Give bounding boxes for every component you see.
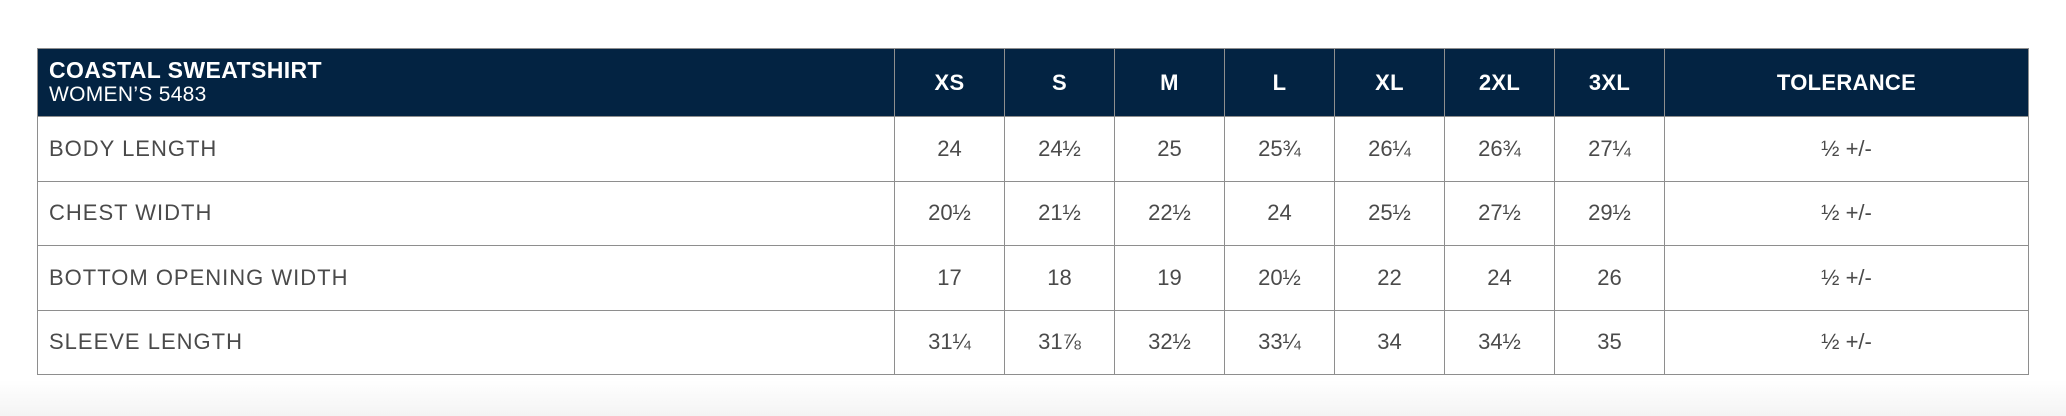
table-row-chest-width: CHEST WIDTH 20½ 21½ 22½ 24 25½ 27½ 29½ ½… bbox=[37, 180, 2029, 246]
cell-3xl: 26 bbox=[1554, 245, 1665, 311]
cell-2xl: 26¾ bbox=[1444, 116, 1555, 182]
cell-l: 20½ bbox=[1224, 245, 1335, 311]
cell-3xl: 27¼ bbox=[1554, 116, 1665, 182]
cell-3xl: 29½ bbox=[1554, 180, 1665, 246]
cell-xl: 22 bbox=[1334, 245, 1445, 311]
column-header-m: M bbox=[1114, 48, 1225, 117]
cell-xs: 17 bbox=[894, 245, 1005, 311]
cell-tolerance: ½ +/- bbox=[1664, 116, 2029, 182]
cell-xl: 25½ bbox=[1334, 180, 1445, 246]
cell-3xl: 35 bbox=[1554, 309, 1665, 375]
cell-m: 25 bbox=[1114, 116, 1225, 182]
cell-2xl: 27½ bbox=[1444, 180, 1555, 246]
column-header-2xl: 2XL bbox=[1444, 48, 1555, 117]
column-header-xs: XS bbox=[894, 48, 1005, 117]
cell-xl: 34 bbox=[1334, 309, 1445, 375]
table-row-sleeve-length: SLEEVE LENGTH 31¼ 31⅞ 32½ 33¼ 34 34½ 35 … bbox=[37, 309, 2029, 375]
cell-l: 33¼ bbox=[1224, 309, 1335, 375]
column-header-3xl: 3XL bbox=[1554, 48, 1665, 117]
cell-l: 24 bbox=[1224, 180, 1335, 246]
cell-tolerance: ½ +/- bbox=[1664, 245, 2029, 311]
product-header-cell: COASTAL SWEATSHIRT WOMEN’S 5483 bbox=[37, 48, 895, 117]
cell-m: 19 bbox=[1114, 245, 1225, 311]
product-style-number: WOMEN’S 5483 bbox=[49, 83, 207, 106]
cell-xl: 26¼ bbox=[1334, 116, 1445, 182]
row-label: SLEEVE LENGTH bbox=[37, 309, 895, 375]
cell-m: 32½ bbox=[1114, 309, 1225, 375]
row-label: BODY LENGTH bbox=[37, 116, 895, 182]
column-header-l: L bbox=[1224, 48, 1335, 117]
cell-s: 31⅞ bbox=[1004, 309, 1115, 375]
table-body: BODY LENGTH 24 24½ 25 25¾ 26¼ 26¾ 27¼ ½ … bbox=[37, 116, 2029, 375]
row-label: CHEST WIDTH bbox=[37, 180, 895, 246]
size-chart-table: COASTAL SWEATSHIRT WOMEN’S 5483 XS S M L… bbox=[37, 48, 2029, 375]
product-title: COASTAL SWEATSHIRT bbox=[49, 57, 322, 83]
cell-xs: 20½ bbox=[894, 180, 1005, 246]
row-label: BOTTOM OPENING WIDTH bbox=[37, 245, 895, 311]
cell-xs: 31¼ bbox=[894, 309, 1005, 375]
cell-m: 22½ bbox=[1114, 180, 1225, 246]
cell-xs: 24 bbox=[894, 116, 1005, 182]
column-header-xl: XL bbox=[1334, 48, 1445, 117]
column-header-tolerance: TOLERANCE bbox=[1664, 48, 2029, 117]
table-row-bottom-opening-width: BOTTOM OPENING WIDTH 17 18 19 20½ 22 24 … bbox=[37, 245, 2029, 311]
cell-tolerance: ½ +/- bbox=[1664, 180, 2029, 246]
cell-l: 25¾ bbox=[1224, 116, 1335, 182]
cell-s: 21½ bbox=[1004, 180, 1115, 246]
cell-2xl: 24 bbox=[1444, 245, 1555, 311]
cell-2xl: 34½ bbox=[1444, 309, 1555, 375]
cell-s: 24½ bbox=[1004, 116, 1115, 182]
header-row: COASTAL SWEATSHIRT WOMEN’S 5483 XS S M L… bbox=[37, 48, 2029, 117]
cell-tolerance: ½ +/- bbox=[1664, 309, 2029, 375]
column-header-s: S bbox=[1004, 48, 1115, 117]
table-row-body-length: BODY LENGTH 24 24½ 25 25¾ 26¼ 26¾ 27¼ ½ … bbox=[37, 116, 2029, 182]
table-header: COASTAL SWEATSHIRT WOMEN’S 5483 XS S M L… bbox=[37, 48, 2029, 117]
cell-s: 18 bbox=[1004, 245, 1115, 311]
